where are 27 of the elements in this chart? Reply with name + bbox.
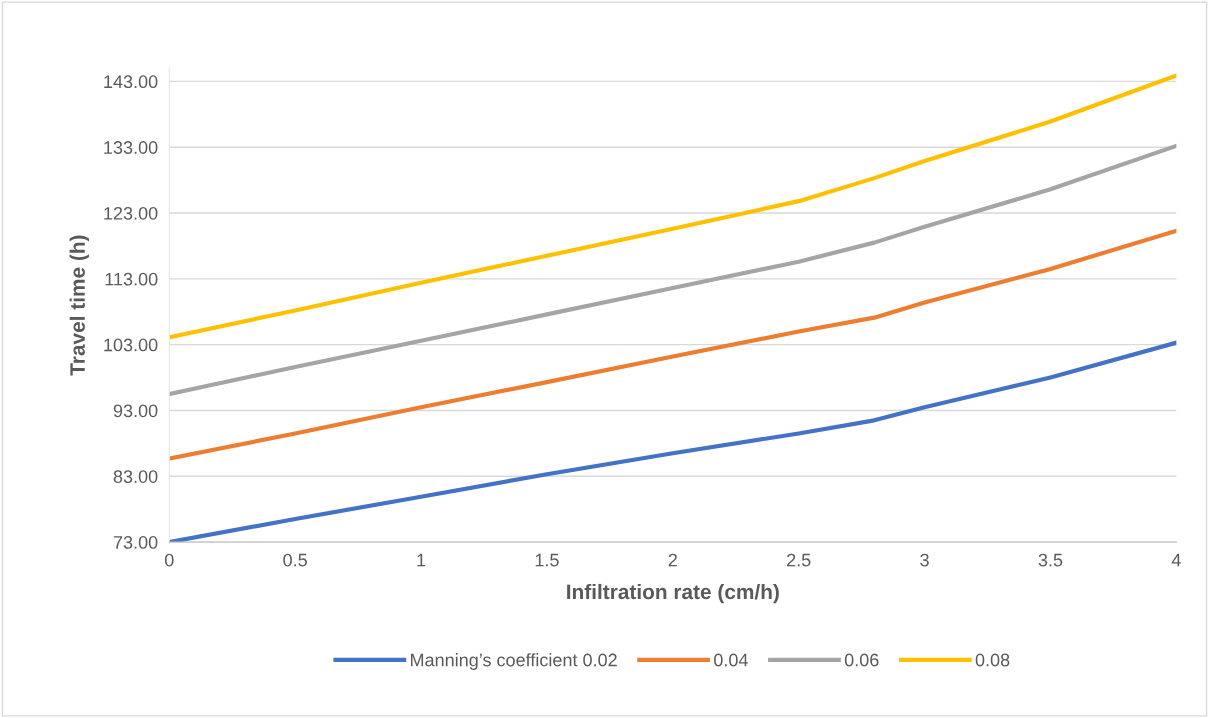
- y-axis-title: Travel time (h): [69, 235, 90, 376]
- line-series: [169, 228, 1177, 461]
- y-tick-label: 103.00: [104, 338, 158, 352]
- x-tick-label: 2.5: [787, 553, 811, 567]
- y-tick-label: 83.00: [113, 470, 158, 483]
- x-tick-label: 1.5: [535, 553, 559, 567]
- line-series: [169, 143, 1177, 397]
- x-tick-label: 1: [417, 553, 426, 567]
- y-tick-label: 123.00: [104, 206, 158, 220]
- x-axis-title: Infiltration rate (cm/h): [567, 583, 779, 604]
- y-tick-label: 113.00: [105, 272, 158, 286]
- line-series: [169, 73, 1177, 340]
- x-tick-label: 4: [1171, 553, 1181, 567]
- legend-label: Manning’s coefficient 0.02: [410, 653, 617, 670]
- y-tick-label: 133.00: [104, 141, 158, 154]
- y-tick-label: 73.00: [113, 536, 158, 549]
- y-tick-label: 93.00: [113, 404, 158, 418]
- x-tick-label: 3.5: [1038, 553, 1063, 567]
- legend-label: 0.06: [844, 653, 879, 667]
- x-tick-label: 0.5: [283, 553, 307, 567]
- legend-label: 0.04: [714, 653, 748, 667]
- x-tick-label: 0: [164, 553, 174, 567]
- legend-label: 0.08: [975, 653, 1010, 667]
- y-tick-label: 143.00: [104, 75, 158, 89]
- x-tick-label: 3: [920, 553, 929, 567]
- line-series: [169, 340, 1177, 543]
- x-tick-label: 2: [668, 553, 677, 567]
